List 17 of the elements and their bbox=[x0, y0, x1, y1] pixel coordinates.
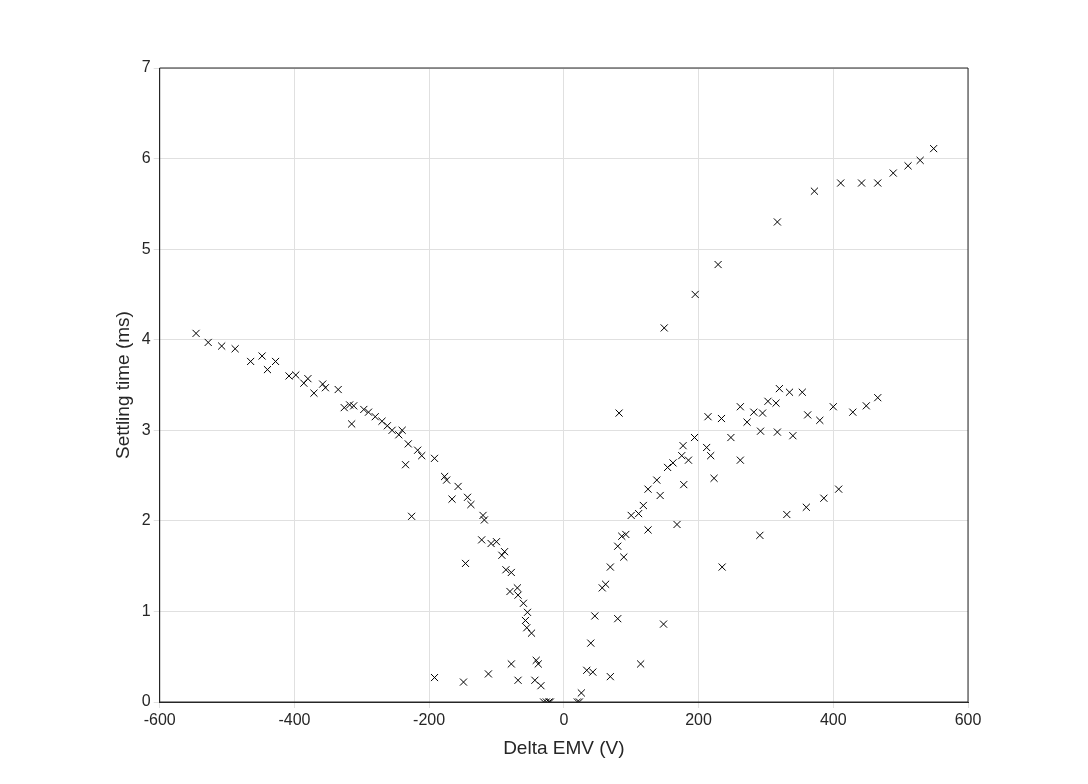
y-tick-label: 4 bbox=[141, 330, 151, 348]
y-tick-label: 1 bbox=[141, 601, 151, 619]
y-tick-label: 3 bbox=[141, 420, 151, 438]
x-tick-label: 400 bbox=[819, 711, 847, 729]
y-tick-label: 5 bbox=[141, 239, 151, 257]
y-tick-label: 6 bbox=[141, 148, 151, 166]
x-tick-label: -200 bbox=[413, 711, 446, 729]
x-tick-label: -400 bbox=[278, 711, 311, 729]
x-tick-label: 0 bbox=[559, 711, 569, 729]
x-tick-label: 600 bbox=[954, 711, 982, 729]
x-axis-title: Delta EMV (V) bbox=[503, 736, 625, 758]
y-axis-title: Settling time (ms) bbox=[111, 311, 133, 459]
y-tick-label: 2 bbox=[141, 511, 151, 529]
x-tick-label: -600 bbox=[143, 711, 176, 729]
y-tick-label: 7 bbox=[141, 58, 151, 76]
y-tick-label: 0 bbox=[141, 692, 151, 710]
x-tick-label: 200 bbox=[685, 711, 713, 729]
